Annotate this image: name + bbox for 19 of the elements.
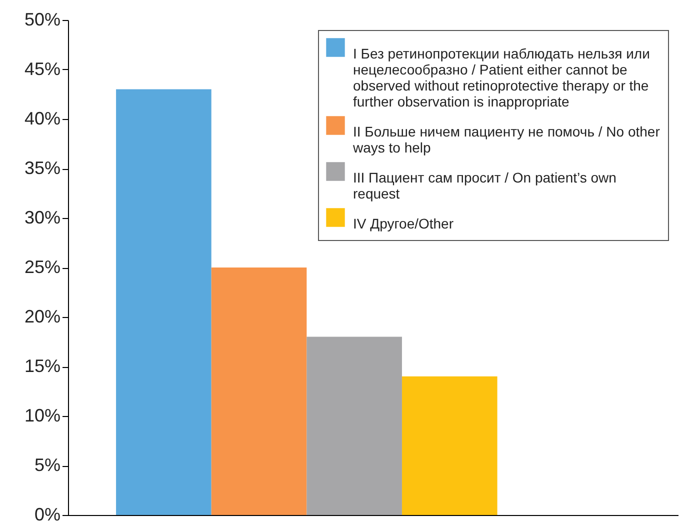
legend-label: III Пациент сам просит / On patient’s own request bbox=[353, 170, 616, 202]
y-tick-label: 20% bbox=[24, 306, 60, 326]
legend-label: I Без ретинопротекции наблюдать нельзя или нецелесообразно / Patient either cannot be observed without retinoprotective therapy or the further observation is inappropriate bbox=[353, 46, 650, 110]
y-tick-label: 45% bbox=[24, 59, 60, 79]
y-tick-label: 25% bbox=[24, 257, 60, 277]
y-tick-label: 40% bbox=[24, 108, 60, 128]
y-tick-label: 50% bbox=[24, 10, 60, 30]
bar bbox=[402, 376, 498, 515]
y-tick-label: 35% bbox=[24, 158, 60, 178]
legend-label: II Больше ничем пациенту не помочь / No other ways to help bbox=[352, 124, 660, 156]
y-tick-label: 10% bbox=[24, 406, 60, 426]
y-tick-label: 30% bbox=[24, 208, 60, 228]
bar bbox=[306, 336, 402, 515]
y-tick-label: 5% bbox=[34, 455, 60, 475]
y-tick-label: 0% bbox=[34, 504, 60, 524]
y-tick-label: 15% bbox=[24, 356, 60, 376]
legend-label: IV Другое/Other bbox=[353, 216, 454, 232]
bar bbox=[211, 268, 307, 515]
bar bbox=[116, 89, 212, 515]
